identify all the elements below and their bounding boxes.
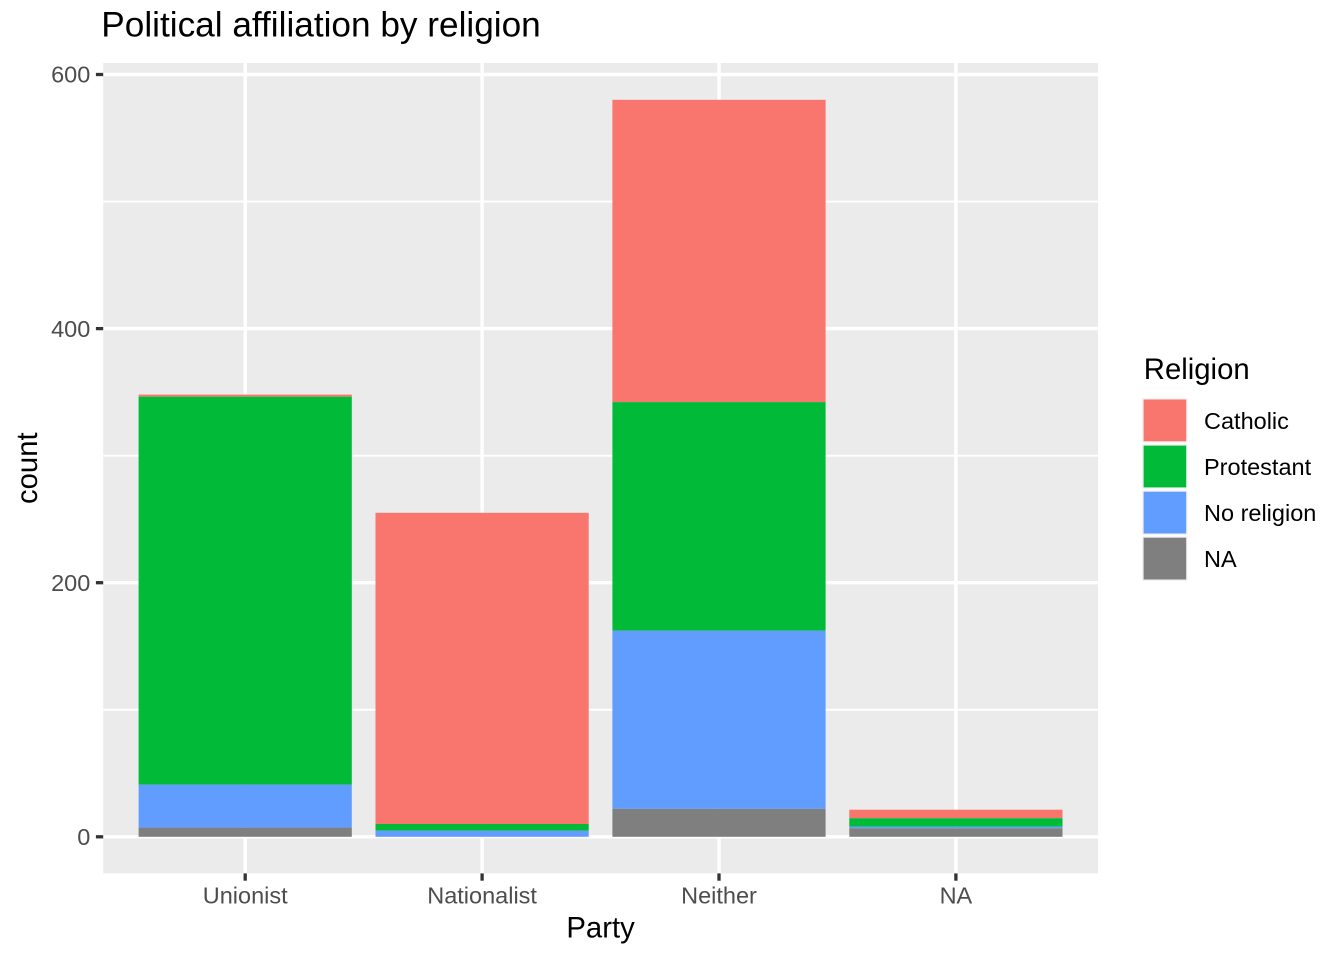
svg-text:400: 400 [51, 316, 90, 342]
svg-text:Nationalist: Nationalist [427, 882, 537, 908]
svg-text:No religion: No religion [1204, 500, 1316, 526]
svg-text:Protestant: Protestant [1204, 454, 1312, 480]
svg-text:Catholic: Catholic [1204, 408, 1289, 434]
svg-text:NA: NA [1204, 546, 1237, 572]
svg-text:Political affiliation by relig: Political affiliation by religion [101, 6, 540, 45]
svg-text:Party: Party [566, 911, 635, 944]
svg-text:Religion: Religion [1144, 353, 1250, 386]
svg-text:Unionist: Unionist [203, 882, 288, 908]
svg-text:600: 600 [51, 62, 90, 88]
svg-text:count: count [11, 432, 44, 504]
svg-text:0: 0 [77, 824, 90, 850]
svg-text:Neither: Neither [681, 882, 757, 908]
svg-text:200: 200 [51, 570, 90, 596]
svg-text:NA: NA [940, 882, 973, 908]
